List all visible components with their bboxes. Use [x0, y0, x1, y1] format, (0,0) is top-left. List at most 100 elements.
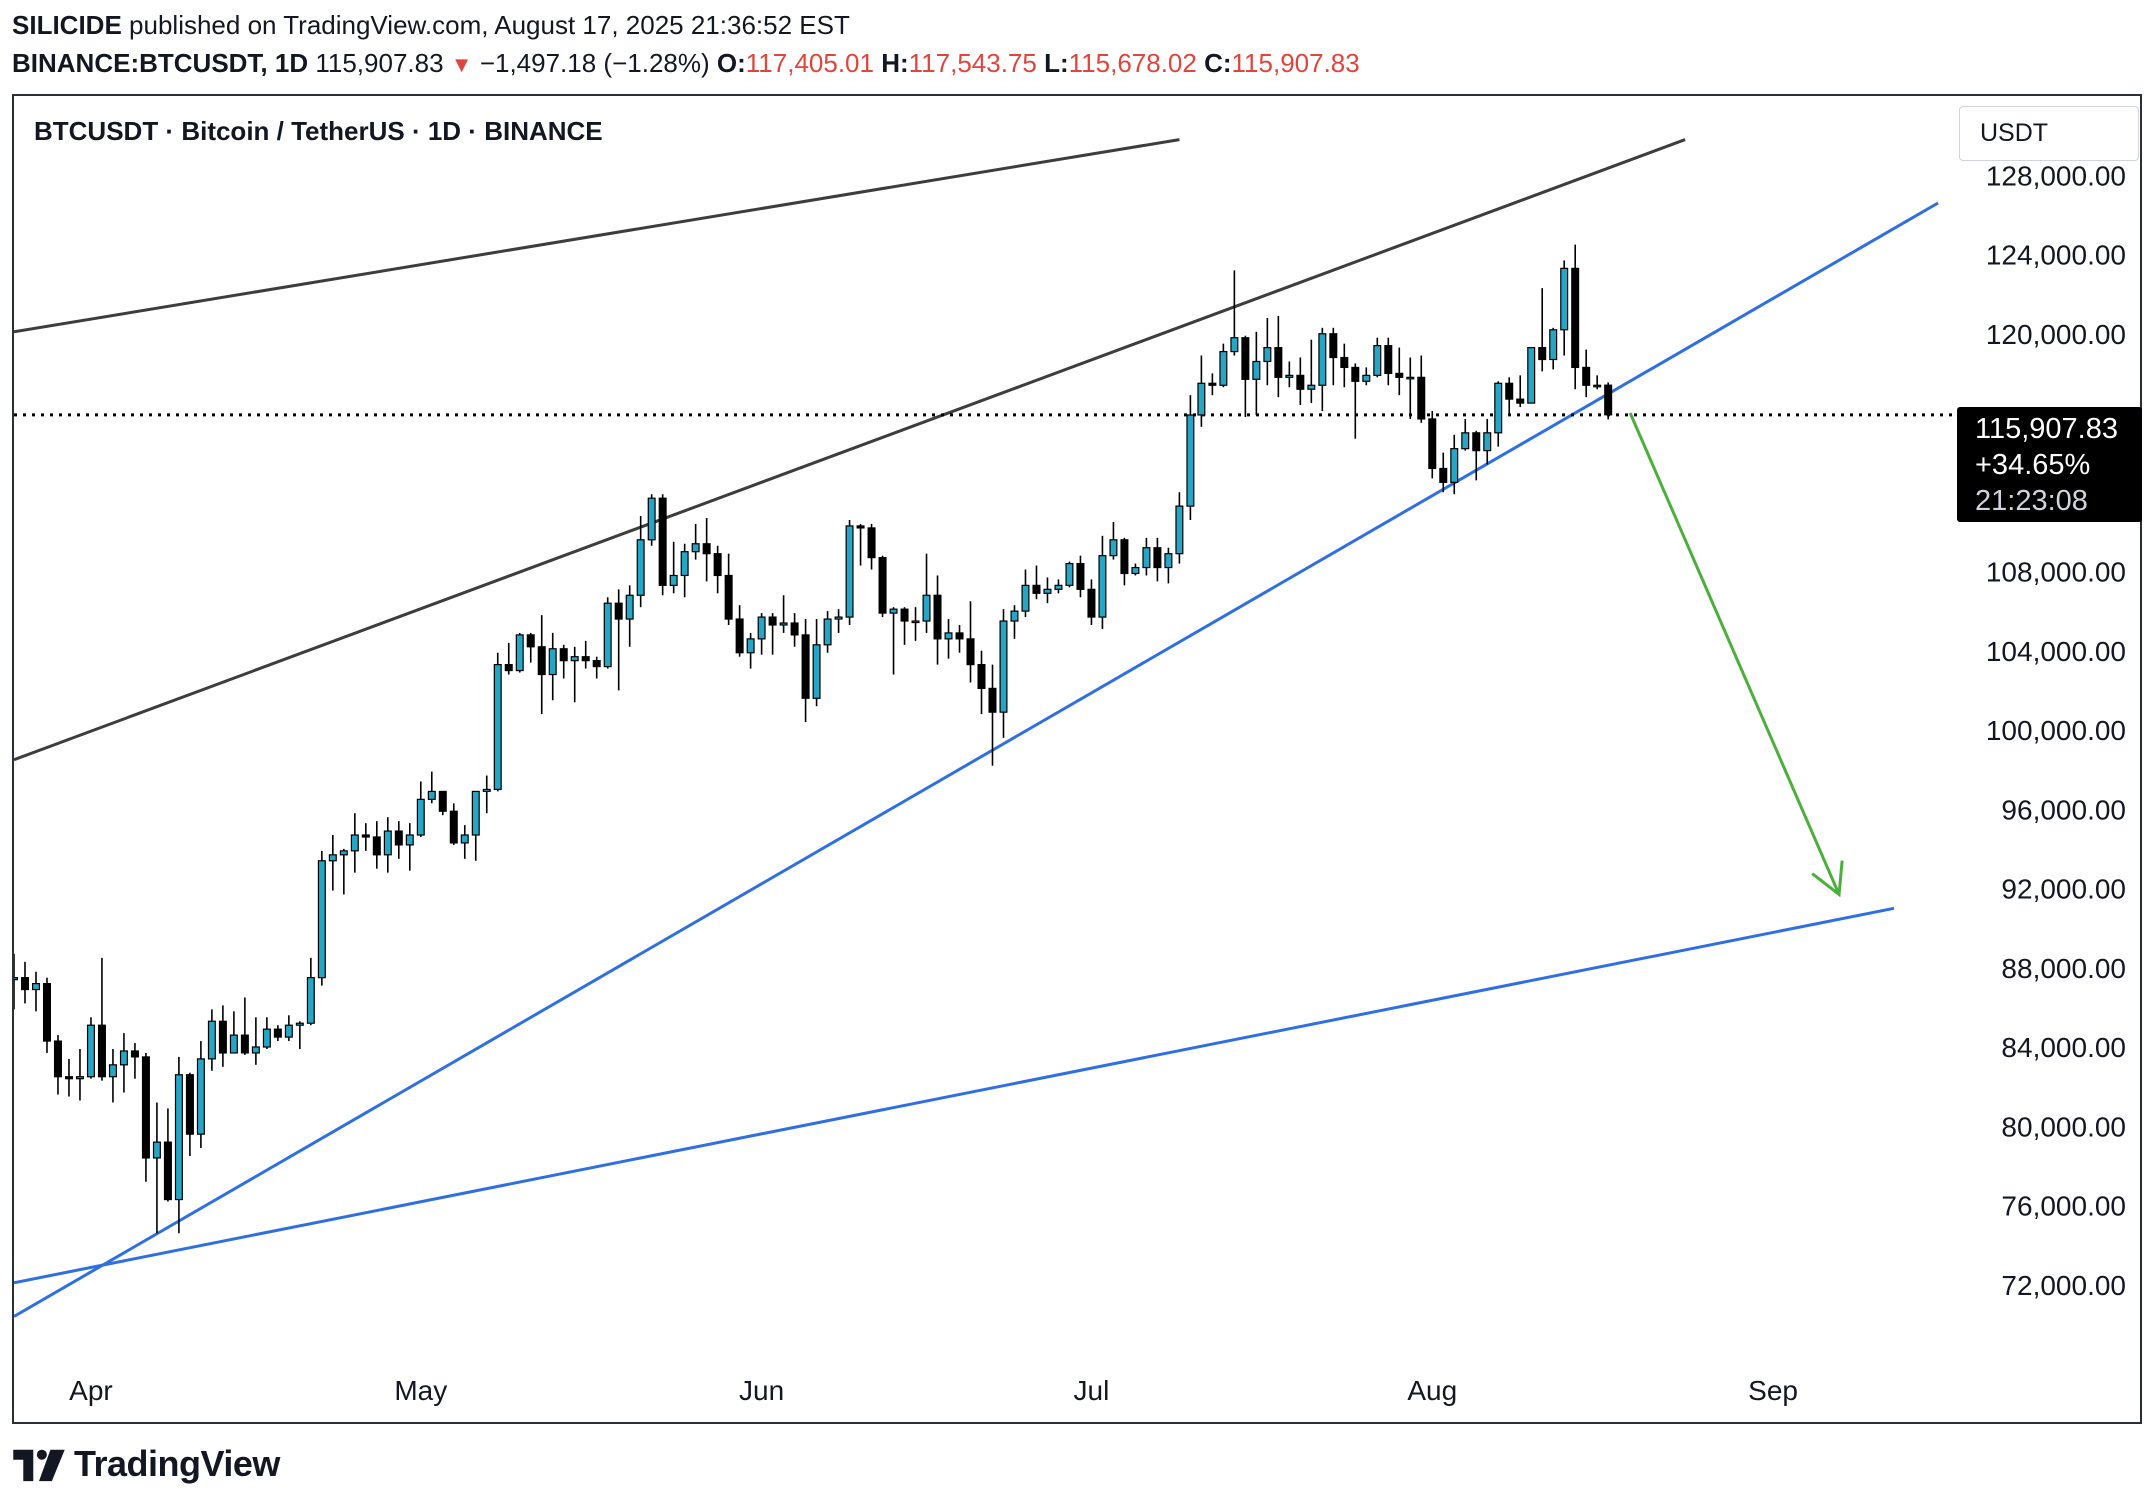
candle[interactable]: [1329, 327, 1338, 386]
candle[interactable]: [207, 1009, 216, 1071]
candle[interactable]: [636, 516, 645, 608]
candle[interactable]: [1131, 563, 1140, 576]
candle[interactable]: [1076, 555, 1085, 598]
candle[interactable]: [1571, 244, 1580, 390]
candle[interactable]: [350, 813, 359, 873]
candle[interactable]: [548, 632, 557, 701]
candle[interactable]: [1296, 357, 1305, 406]
candle[interactable]: [1527, 347, 1536, 404]
candle[interactable]: [812, 619, 821, 707]
candle[interactable]: [1593, 375, 1602, 390]
time-axis[interactable]: Apr May Jun Jul Aug Sep: [69, 1375, 1798, 1406]
candle[interactable]: [1219, 343, 1228, 388]
candle[interactable]: [1065, 561, 1074, 588]
candle[interactable]: [691, 523, 700, 560]
candle[interactable]: [20, 961, 30, 1004]
candle[interactable]: [1450, 434, 1459, 495]
candle[interactable]: [1164, 547, 1173, 584]
candle[interactable]: [746, 632, 755, 669]
candle[interactable]: [581, 640, 590, 669]
candle[interactable]: [1307, 339, 1316, 404]
candle[interactable]: [1505, 377, 1514, 415]
candle[interactable]: [1252, 331, 1261, 415]
candle[interactable]: [31, 971, 40, 1012]
candle[interactable]: [53, 1035, 62, 1095]
candle[interactable]: [713, 545, 722, 594]
candle[interactable]: [1439, 452, 1448, 493]
candle[interactable]: [889, 607, 898, 675]
candle[interactable]: [1582, 349, 1591, 398]
candle[interactable]: [1549, 327, 1558, 370]
candle[interactable]: [471, 790, 480, 861]
candle[interactable]: [1494, 381, 1503, 447]
candle[interactable]: [14, 953, 19, 1010]
candle[interactable]: [570, 646, 579, 703]
chart-canvas[interactable]: 128,000.00 124,000.00 120,000.00 108,000.00…: [14, 96, 2140, 1422]
candle[interactable]: [97, 957, 106, 1081]
candle[interactable]: [1197, 355, 1206, 427]
candle[interactable]: [603, 597, 612, 669]
candle[interactable]: [834, 609, 843, 633]
candle[interactable]: [383, 817, 392, 873]
candle[interactable]: [141, 1052, 150, 1182]
candle[interactable]: [724, 553, 733, 625]
candle[interactable]: [790, 613, 799, 647]
candle[interactable]: [372, 821, 381, 869]
candle[interactable]: [75, 1048, 84, 1101]
candle[interactable]: [482, 775, 491, 814]
candle[interactable]: [867, 523, 876, 570]
candle[interactable]: [284, 1015, 293, 1042]
candle[interactable]: [1142, 537, 1151, 576]
candle[interactable]: [1032, 565, 1041, 600]
candle[interactable]: [922, 553, 931, 633]
candle[interactable]: [1604, 382, 1613, 420]
candle[interactable]: [614, 589, 623, 691]
candle[interactable]: [339, 848, 348, 895]
candle[interactable]: [1043, 577, 1052, 604]
candle[interactable]: [394, 821, 403, 859]
candle[interactable]: [1263, 317, 1272, 386]
candle[interactable]: [625, 585, 634, 647]
candle[interactable]: [669, 541, 678, 594]
candle[interactable]: [416, 781, 425, 837]
candle[interactable]: [1340, 343, 1349, 388]
candle[interactable]: [1230, 270, 1239, 356]
candle[interactable]: [1087, 579, 1096, 625]
candle[interactable]: [130, 1043, 139, 1079]
candle[interactable]: [1318, 327, 1327, 412]
candle[interactable]: [196, 1041, 205, 1149]
candle[interactable]: [295, 1021, 304, 1049]
candle[interactable]: [559, 644, 568, 679]
candle[interactable]: [152, 1102, 161, 1234]
candle[interactable]: [163, 1108, 172, 1202]
candle[interactable]: [537, 615, 546, 715]
candle[interactable]: [1285, 361, 1294, 388]
candle[interactable]: [1395, 347, 1404, 396]
candle[interactable]: [1560, 260, 1569, 356]
candle[interactable]: [955, 624, 964, 653]
candle[interactable]: [1472, 430, 1481, 481]
candle[interactable]: [845, 519, 854, 625]
candle[interactable]: [438, 790, 447, 816]
candle[interactable]: [1186, 395, 1195, 520]
candle[interactable]: [977, 650, 986, 715]
candle[interactable]: [1362, 367, 1371, 386]
candle[interactable]: [1274, 315, 1283, 398]
candle[interactable]: [647, 494, 656, 546]
candle[interactable]: [493, 652, 502, 792]
candle[interactable]: [1010, 605, 1019, 639]
upper-channel-line[interactable]: [14, 138, 1180, 334]
candle[interactable]: [515, 632, 524, 673]
candle[interactable]: [1109, 521, 1118, 560]
candle[interactable]: [251, 1017, 260, 1065]
candle[interactable]: [1351, 363, 1360, 439]
currency-selector[interactable]: USDT: [1959, 106, 2139, 161]
lower-channel-line[interactable]: [14, 138, 1686, 762]
candle[interactable]: [944, 619, 953, 659]
candle[interactable]: [229, 1011, 238, 1054]
candle[interactable]: [1461, 418, 1470, 451]
candle[interactable]: [878, 555, 887, 618]
candle[interactable]: [1406, 357, 1415, 419]
long-support-line[interactable]: [14, 906, 1895, 1285]
candle[interactable]: [823, 611, 832, 653]
